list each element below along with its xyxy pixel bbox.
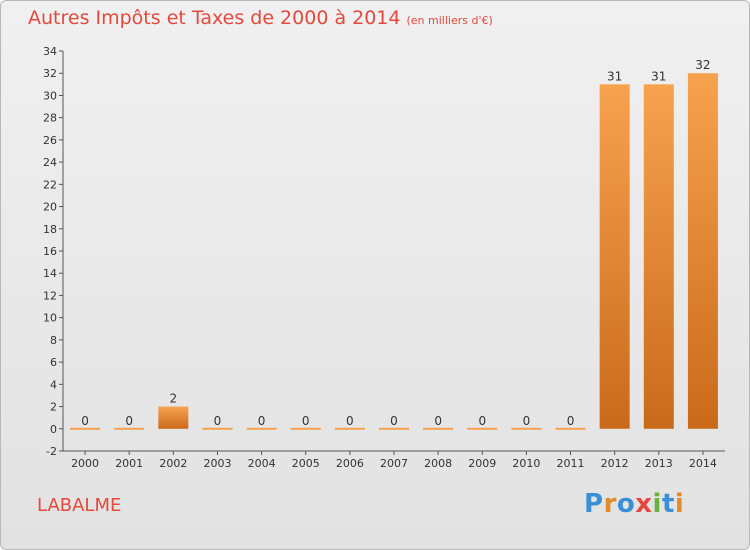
data-label: 0 <box>214 414 222 428</box>
bar <box>423 427 454 430</box>
y-tick-label: 14 <box>43 267 57 280</box>
x-tick-label: 2011 <box>557 457 585 470</box>
logo-letter: i <box>652 489 662 519</box>
x-tick-label: 2002 <box>159 457 187 470</box>
y-tick-label: 16 <box>43 245 57 258</box>
y-tick-label: 2 <box>50 401 57 414</box>
x-tick-label: 2005 <box>292 457 320 470</box>
data-label: 0 <box>390 414 398 428</box>
y-tick-label: 32 <box>43 67 57 80</box>
bar <box>334 427 365 430</box>
data-label: 0 <box>125 414 133 428</box>
bar <box>70 427 101 430</box>
data-label: 31 <box>651 69 666 83</box>
y-tick-label: 6 <box>50 356 57 369</box>
y-tick-label: 26 <box>43 134 57 147</box>
x-tick-label: 2006 <box>336 457 364 470</box>
title-text: Autres Impôts et Taxes de 2000 à 2014 <box>28 7 401 29</box>
bar <box>599 84 630 429</box>
data-label: 0 <box>523 414 531 428</box>
bar <box>246 427 277 430</box>
data-label: 0 <box>302 414 310 428</box>
y-tick-label: 4 <box>50 378 57 391</box>
data-label: 0 <box>434 414 442 428</box>
y-tick-label: 12 <box>43 289 57 302</box>
y-tick-label: 28 <box>43 112 57 125</box>
y-tick-label: 22 <box>43 178 57 191</box>
y-tick-label: 8 <box>50 334 57 347</box>
data-label: 0 <box>81 414 89 428</box>
y-tick-label: 30 <box>43 89 57 102</box>
bar <box>158 406 189 429</box>
y-tick-label: -2 <box>46 445 57 458</box>
x-tick-label: 2009 <box>468 457 496 470</box>
y-tick-label: 0 <box>50 423 57 436</box>
data-labels: 0 0 2 0 0 0 0 0 0 0 0 0 31 31 32 <box>81 58 710 428</box>
bar <box>467 427 498 430</box>
x-tick-label: 2007 <box>380 457 408 470</box>
x-tick-label: 2012 <box>601 457 629 470</box>
proxiti-logo: Proxiti <box>584 489 684 519</box>
x-tick-label: 2008 <box>424 457 452 470</box>
data-label: 0 <box>258 414 266 428</box>
bar <box>202 427 233 430</box>
logo-letter: x <box>635 489 653 519</box>
y-tick-label: 20 <box>43 201 57 214</box>
bar <box>378 427 410 430</box>
x-tick-label: 2003 <box>203 457 231 470</box>
bar <box>511 427 542 430</box>
bars <box>70 73 718 430</box>
y-tick-label: 10 <box>43 312 57 325</box>
x-tick-label: 2004 <box>248 457 276 470</box>
bar <box>643 84 674 429</box>
bar <box>687 73 718 429</box>
x-tick-label: 2010 <box>512 457 540 470</box>
bar <box>290 427 321 430</box>
logo-letter: o <box>616 489 636 519</box>
x-tick-label: 2001 <box>115 457 143 470</box>
logo-letter: P <box>584 489 604 519</box>
y-tick-label: 18 <box>43 223 57 236</box>
data-label: 0 <box>567 414 575 428</box>
x-tick-label: 2014 <box>689 457 717 470</box>
logo-letter: t <box>661 489 675 519</box>
data-label: 0 <box>346 414 354 428</box>
logo-letter: r <box>603 489 617 519</box>
data-label: 31 <box>607 69 622 83</box>
y-tick-label: 34 <box>43 45 57 58</box>
commune-name: LABALME <box>37 495 122 516</box>
title-unit: (en milliers d'€) <box>406 14 493 27</box>
bar <box>555 427 586 430</box>
x-tick-label: 2013 <box>645 457 673 470</box>
x-axis: 2000 2001 2002 2003 2004 2005 2006 2007 2008 2009… <box>63 450 725 470</box>
chart-title: Autres Impôts et Taxes de 2000 à 2014 (en… <box>28 7 493 29</box>
x-tick-label: 2000 <box>71 457 99 470</box>
bar <box>114 427 145 430</box>
y-tick-label: 24 <box>43 156 57 169</box>
data-label: 0 <box>478 414 486 428</box>
data-label: 2 <box>170 392 178 406</box>
data-label: 32 <box>695 58 710 72</box>
logo-letter: i <box>674 489 685 519</box>
